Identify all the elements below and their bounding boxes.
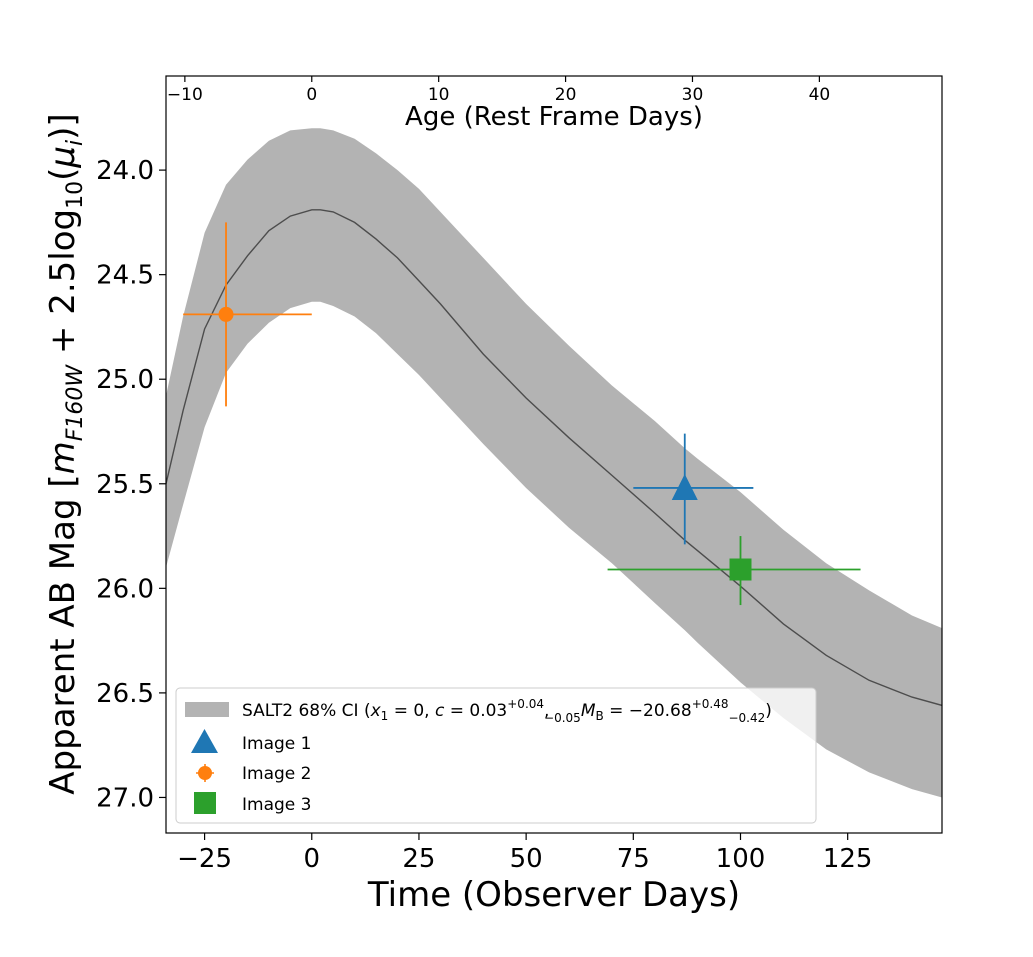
top-tick-label: 20	[555, 85, 577, 105]
y-title-log-sub: 10	[63, 181, 88, 209]
legend-square-marker	[194, 792, 216, 814]
top-tick-label: 30	[682, 85, 704, 105]
y-title-m-sub: F160W	[63, 364, 88, 442]
y-tick-label: 26.5	[96, 679, 154, 709]
y-tick-label: 25.5	[96, 470, 154, 500]
data-point-image-3	[607, 536, 861, 606]
y-tick-label: 25.0	[96, 365, 154, 395]
y-tick-label: 24.5	[96, 261, 154, 291]
y-title-close: )]	[43, 113, 83, 140]
legend-image-2-label: Image 2	[242, 764, 311, 784]
y-title-mu: μ	[43, 146, 83, 169]
x-tick-label: 50	[510, 844, 543, 874]
y-tick-label: 26.0	[96, 574, 154, 604]
data-point-image-2	[183, 222, 312, 407]
legend-band-swatch	[185, 702, 229, 717]
top-tick-label: −10	[167, 85, 203, 105]
y-title-plus: + 2.5log	[43, 209, 83, 365]
y-tick-label: 24.0	[96, 156, 154, 186]
legend-triangle-marker	[191, 729, 218, 753]
y-title-m: m	[43, 441, 83, 474]
x-tick-label: 125	[823, 844, 873, 874]
x-axis-ticks: −25 0 25 50 75 100 125	[177, 833, 872, 874]
model-line-layer	[166, 209, 942, 707]
top-axis-title: Age (Rest Frame Days)	[405, 102, 703, 132]
x-tick-label: 100	[716, 844, 766, 874]
legend-image-3-label: Image 3	[242, 795, 311, 815]
confidence-band-layer	[166, 128, 942, 798]
legend: SALT2 68% CI (x1 = 0, c = 0.03+0.04−0.05…	[175, 687, 817, 824]
top-tick-label: 40	[809, 85, 831, 105]
data-points-layer	[183, 222, 861, 606]
legend-band-label: SALT2 68% CI (x1 = 0, c = 0.03+0.04−0.05…	[242, 697, 772, 725]
y-title-prefix: Apparent AB Mag [	[43, 474, 83, 794]
top-axis-ticks: −10 0 10 20 30 40	[167, 76, 830, 105]
y-axis-ticks: 24.0 24.5 25.0 25.5 26.0 26.5 27.0	[96, 156, 166, 813]
legend-image-1-label: Image 1	[242, 734, 311, 754]
plot-frame	[165, 75, 943, 834]
x-tick-label: 25	[402, 844, 435, 874]
square-marker	[729, 558, 752, 581]
top-tick-label: 0	[306, 85, 317, 105]
x-tick-label: 75	[617, 844, 650, 874]
top-tick-label: 10	[428, 85, 450, 105]
legend-box	[175, 687, 817, 824]
confidence-band	[166, 128, 942, 798]
y-axis-title: Apparent AB Mag [mF160W + 2.5log10(μi)]	[43, 113, 88, 794]
triangle-marker	[671, 473, 698, 500]
circle-marker	[218, 306, 234, 322]
x-tick-label: 0	[303, 844, 320, 874]
data-point-image-1	[633, 433, 754, 545]
y-title-mu-sub: i	[63, 140, 88, 146]
y-title-open: (	[43, 168, 83, 181]
x-tick-label: −25	[177, 844, 232, 874]
x-axis-title: Time (Observer Days)	[367, 875, 740, 915]
legend-circle-marker	[198, 766, 212, 780]
y-tick-label: 27.0	[96, 783, 154, 813]
model-light-curve	[166, 209, 942, 707]
